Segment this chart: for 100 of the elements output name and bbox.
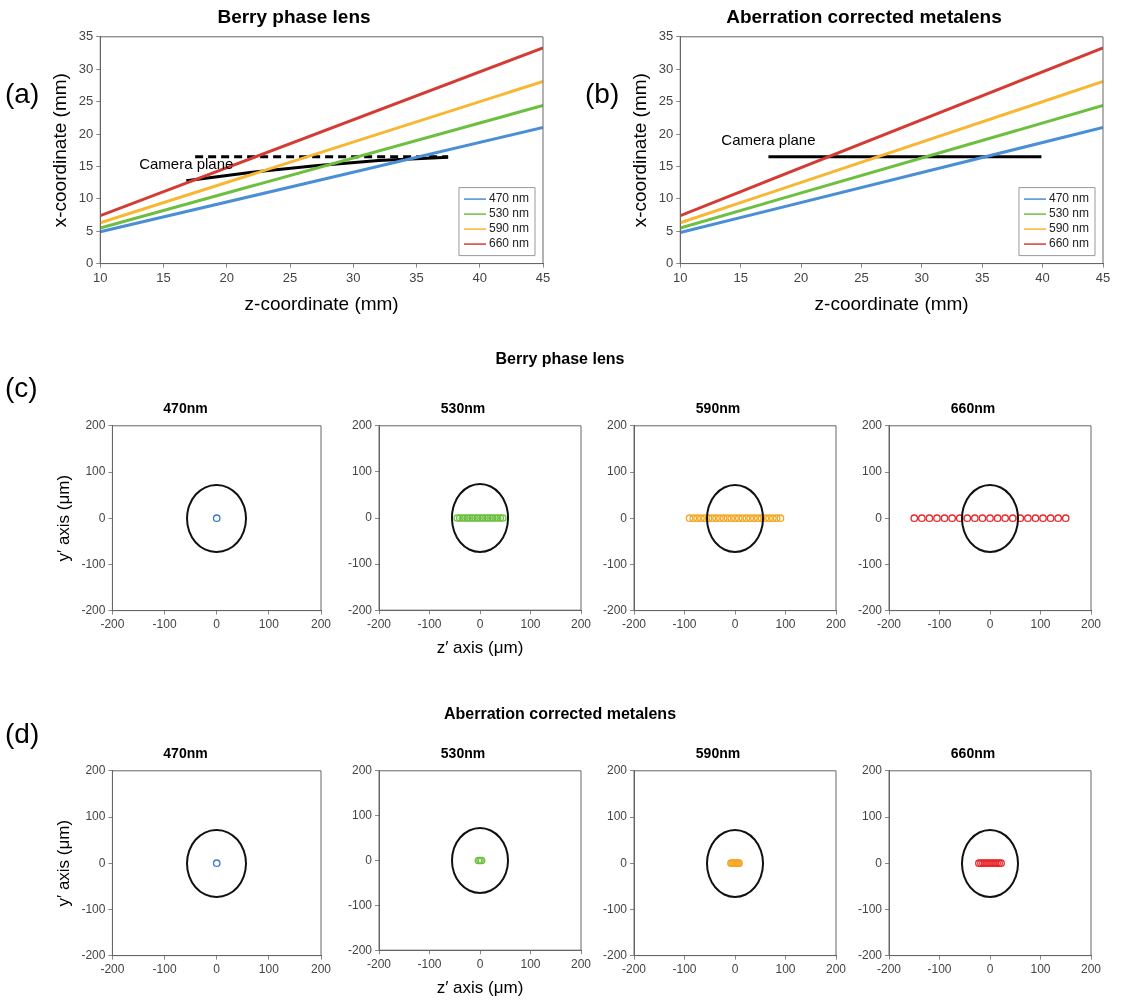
y-tick-label: 20 xyxy=(658,125,674,141)
x-tick-label: 200 xyxy=(825,962,847,977)
x-tick-label: 0 xyxy=(476,956,484,971)
chart-title: 590nm xyxy=(695,745,741,762)
y-tick-label: -100 xyxy=(347,556,373,571)
x-tick-label: 0 xyxy=(731,962,739,977)
x-tick-label: 0 xyxy=(986,617,994,632)
y-tick-label: 15 xyxy=(658,157,674,173)
x-tick-label: 200 xyxy=(570,956,592,971)
text: (d) xyxy=(5,718,40,750)
chart-title: Berry phase lens xyxy=(217,5,371,27)
x-tick-label: 0 xyxy=(476,616,484,631)
y-tick-label: 100 xyxy=(861,809,883,824)
legend-label: 590 nm xyxy=(1048,221,1090,236)
chart-title: Aberration corrected metalens xyxy=(726,5,1002,27)
y-tick-label: 100 xyxy=(85,809,106,824)
x-tick-label: 35 xyxy=(974,269,990,285)
chart-title: 530nm xyxy=(440,400,486,417)
y-axis-title: y′ axis (μm) xyxy=(53,474,73,562)
x-tick-label: 40 xyxy=(1035,269,1050,285)
y-tick-label: -100 xyxy=(857,901,883,916)
y-tick-label: 5 xyxy=(86,222,94,238)
text: (b) xyxy=(585,78,620,110)
y-tick-label: 30 xyxy=(78,60,94,76)
y-tick-label: -100 xyxy=(347,897,373,912)
legend-label: 530 nm xyxy=(1048,206,1090,221)
y-tick-label: 100 xyxy=(861,464,883,479)
y-tick-label: -100 xyxy=(857,556,883,571)
x-tick-label: 100 xyxy=(520,956,541,971)
chart-title: 470nm xyxy=(163,400,208,417)
x-tick-label: 100 xyxy=(258,617,280,632)
x-tick-label: 100 xyxy=(1030,962,1051,977)
x-tick-label: 20 xyxy=(793,269,809,285)
chart-title: 470nm xyxy=(163,745,208,762)
x-tick-label: 15 xyxy=(733,269,748,285)
x-tick-label: 40 xyxy=(472,269,487,285)
y-tick-label: 0 xyxy=(86,255,94,271)
x-tick-label: 200 xyxy=(825,617,847,632)
x-tick-label: 45 xyxy=(535,269,551,285)
y-tick-label: -200 xyxy=(347,942,373,957)
y-tick-label: -100 xyxy=(602,556,628,571)
y-tick-label: 20 xyxy=(78,125,94,141)
y-tick-label: 200 xyxy=(351,763,373,778)
y-tick-label: -100 xyxy=(602,901,628,916)
y-tick-label: 0 xyxy=(875,855,883,870)
x-tick-label: 0 xyxy=(731,617,739,632)
y-tick-label: 25 xyxy=(658,93,674,109)
y-tick-label: 100 xyxy=(606,809,628,824)
x-axis-title: z′ axis (μm) xyxy=(436,978,524,998)
text: Berry phase lens xyxy=(495,350,625,368)
y-tick-label: 0 xyxy=(365,510,373,525)
y-tick-label: 0 xyxy=(666,255,674,271)
chart-title: 660nm xyxy=(950,745,996,762)
y-tick-label: 200 xyxy=(606,418,628,433)
x-axis-title: z-coordinate (mm) xyxy=(814,292,969,314)
text: Aberration corrected metalens xyxy=(443,705,677,723)
y-tick-label: 200 xyxy=(85,763,106,778)
x-tick-label: 30 xyxy=(914,269,930,285)
y-tick-label: 35 xyxy=(658,28,674,44)
x-tick-label: -100 xyxy=(152,962,177,977)
y-tick-label: 200 xyxy=(861,763,883,778)
y-tick-label: 0 xyxy=(875,510,883,525)
x-tick-label: 45 xyxy=(1095,269,1111,285)
y-tick-label: -100 xyxy=(81,556,106,571)
x-tick-label: -100 xyxy=(417,616,442,631)
annotation: Camera plane xyxy=(139,154,234,172)
x-tick-label: 25 xyxy=(282,269,298,285)
x-tick-label: 35 xyxy=(409,269,424,285)
x-tick-label: 0 xyxy=(213,962,221,977)
y-axis-title: x-coordinate (mm) xyxy=(48,73,70,228)
x-tick-label: 200 xyxy=(310,962,332,977)
x-tick-label: 100 xyxy=(775,962,796,977)
y-tick-label: 0 xyxy=(365,852,373,867)
y-tick-label: 200 xyxy=(861,418,883,433)
x-axis-title: z′ axis (μm) xyxy=(436,638,524,658)
y-tick-label: 30 xyxy=(658,60,674,76)
chart-title: 530nm xyxy=(440,745,486,762)
y-tick-label: 0 xyxy=(98,855,106,870)
x-tick-label: 0 xyxy=(213,617,221,632)
x-tick-label: -100 xyxy=(152,617,177,632)
y-axis-title: y′ axis (μm) xyxy=(53,819,73,907)
y-tick-label: 0 xyxy=(98,510,106,525)
y-tick-label: 200 xyxy=(351,418,373,433)
y-tick-label: 100 xyxy=(606,464,628,479)
annotation: Camera plane xyxy=(721,130,816,148)
x-tick-label: 100 xyxy=(775,617,796,632)
x-tick-label: 20 xyxy=(219,269,234,285)
y-tick-label: 0 xyxy=(620,855,628,870)
y-axis-title: x-coordinate (mm) xyxy=(628,73,650,228)
y-tick-label: 35 xyxy=(78,28,94,44)
y-tick-label: 10 xyxy=(78,190,94,206)
x-tick-label: -100 xyxy=(927,617,952,632)
y-tick-label: 10 xyxy=(658,190,674,206)
y-tick-label: 0 xyxy=(620,510,628,525)
x-tick-label: 15 xyxy=(156,269,171,285)
y-tick-label: 5 xyxy=(666,222,674,238)
y-tick-label: -100 xyxy=(81,901,106,916)
legend-label: 470 nm xyxy=(488,191,530,206)
x-tick-label: 200 xyxy=(310,617,332,632)
y-tick-label: 100 xyxy=(351,464,373,479)
